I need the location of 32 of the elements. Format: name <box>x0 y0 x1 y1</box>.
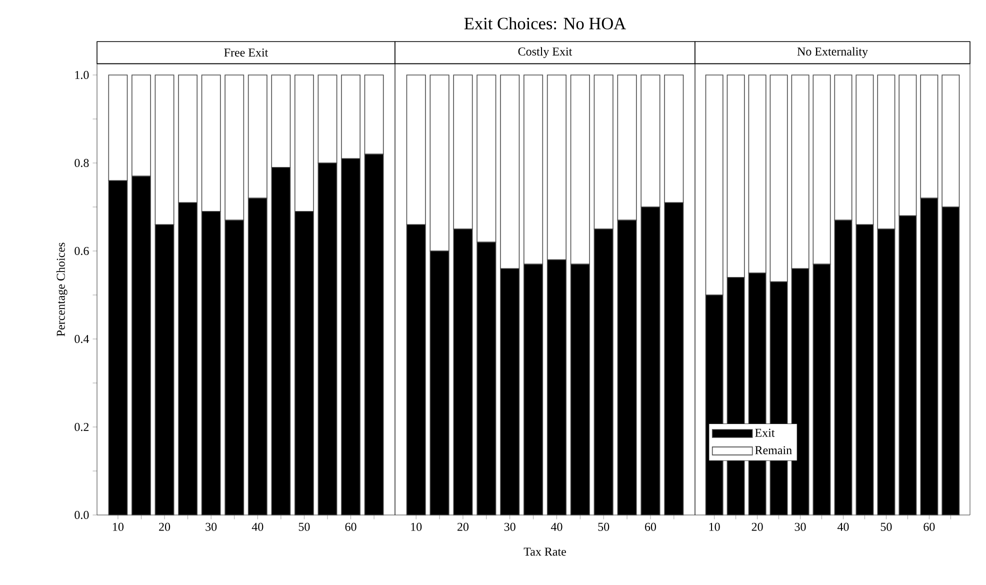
x-tick-label: 40 <box>252 522 264 531</box>
y-tick-label: 0.2 <box>74 422 89 432</box>
chart-subtitle: Free Exit <box>224 48 268 57</box>
y-tick-label: 1.0 <box>75 70 89 80</box>
x-tick-label: 40 <box>837 522 849 531</box>
y-tick-label: 0.6 <box>74 246 89 256</box>
chart-subtitle: Costly Exit <box>518 47 572 58</box>
x-tick-label: 10 <box>709 522 720 531</box>
legend-label: Exit <box>755 428 775 437</box>
x-tick-label: 40 <box>550 522 562 531</box>
x-tick-label: 60 <box>345 522 356 531</box>
x-tick-label: 20 <box>752 522 763 531</box>
x-axis-title: Tax Rate <box>524 548 566 556</box>
x-tick-label: 10 <box>113 522 124 531</box>
x-tick-label: 30 <box>206 522 217 531</box>
y-tick-label: 0.8 <box>74 158 89 168</box>
x-tick-label: 50 <box>598 522 610 531</box>
chart-subtitle: No Externality <box>797 47 868 58</box>
chart-title: Exit Choices: No HOA <box>464 17 626 30</box>
y-tick-label: 0.0 <box>74 510 89 520</box>
x-tick-label: 30 <box>794 522 806 531</box>
x-tick-label: 20 <box>458 522 469 531</box>
legend-label: Remain <box>755 446 792 454</box>
x-tick-label: 50 <box>880 522 892 531</box>
y-tick-label: 0.4 <box>74 334 90 344</box>
x-tick-label: 20 <box>159 522 170 531</box>
x-tick-label: 50 <box>298 522 310 531</box>
x-tick-label: 60 <box>924 522 935 531</box>
x-tick-label: 30 <box>504 522 516 531</box>
y-axis-title: Percentage Choices <box>56 242 68 336</box>
x-tick-label: 60 <box>644 522 656 531</box>
x-tick-label: 10 <box>411 522 422 531</box>
